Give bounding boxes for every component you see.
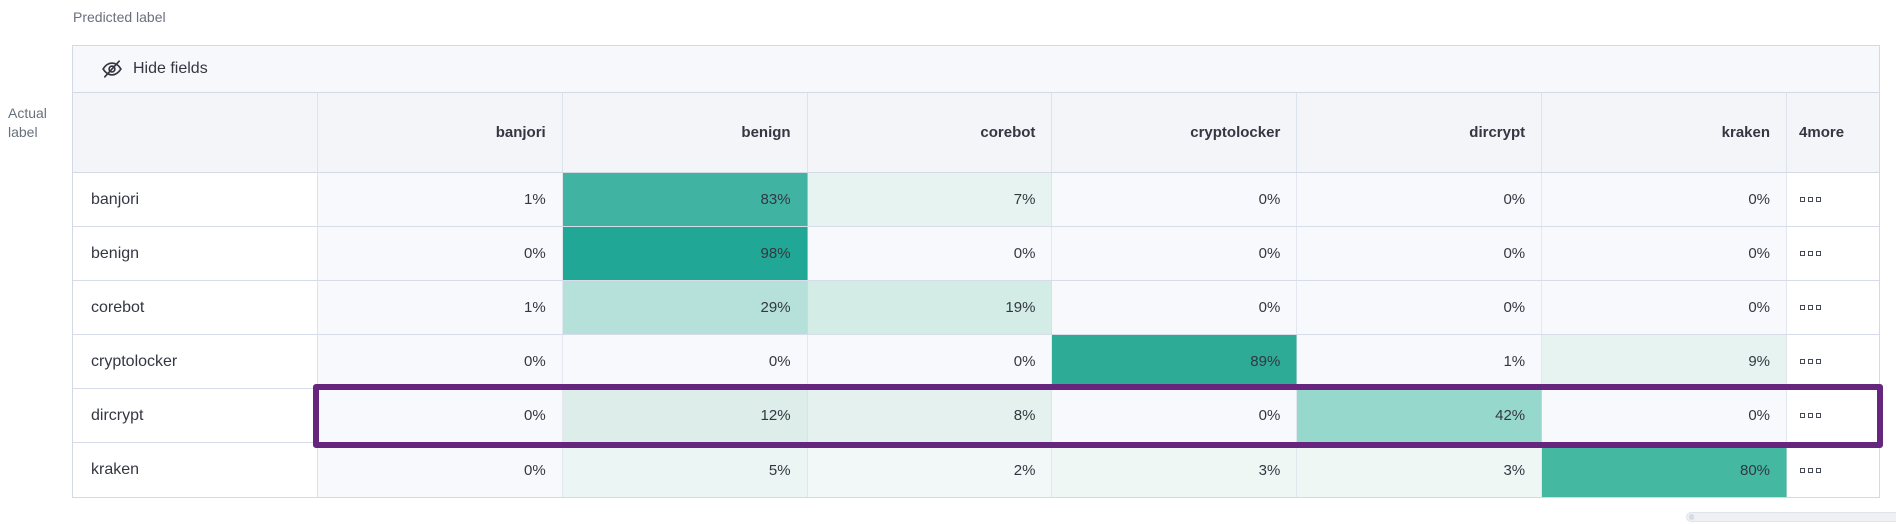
cell-banjori-cryptolocker[interactable]: 0%	[1052, 173, 1298, 226]
table-row-cryptolocker: cryptolocker 0% 0% 0% 89% 1% 9%	[73, 335, 1879, 389]
hide-fields-button[interactable]: Hide fields	[101, 58, 208, 80]
column-header-banjori[interactable]: banjori	[318, 93, 563, 172]
column-header-corebot[interactable]: corebot	[808, 93, 1053, 172]
row-overflow-dircrypt[interactable]	[1787, 389, 1879, 442]
cell-dircrypt-benign[interactable]: 12%	[562, 389, 808, 442]
column-header-benign[interactable]: benign	[563, 93, 808, 172]
cell-cryptolocker-kraken[interactable]: 9%	[1542, 335, 1788, 388]
cell-banjori-dircrypt[interactable]: 0%	[1297, 173, 1543, 226]
cell-banjori-kraken[interactable]: 0%	[1542, 173, 1788, 226]
cell-benign-cryptolocker[interactable]: 0%	[1052, 227, 1298, 280]
cell-benign-benign[interactable]: 98%	[562, 227, 808, 280]
cell-banjori-benign[interactable]: 83%	[562, 173, 808, 226]
row-overflow-banjori[interactable]	[1787, 173, 1879, 226]
horizontal-scrollbar[interactable]	[1686, 512, 1896, 522]
cell-cryptolocker-banjori[interactable]: 0%	[317, 335, 563, 388]
confusion-matrix-table: Hide fields banjori benign corebot cryptolo…	[72, 45, 1883, 498]
cell-cryptolocker-corebot[interactable]: 0%	[807, 335, 1053, 388]
cell-dircrypt-kraken[interactable]: 0%	[1542, 389, 1788, 442]
table-row-dircrypt: dircrypt 0% 12% 8% 0% 42% 0%	[73, 389, 1879, 443]
cell-benign-kraken[interactable]: 0%	[1542, 227, 1788, 280]
grid-toolbar: Hide fields	[73, 46, 1879, 93]
ellipsis-boxes-icon	[1800, 305, 1822, 310]
cell-cryptolocker-benign[interactable]: 0%	[562, 335, 808, 388]
column-header-row: banjori benign corebot cryptolocker dircrypt…	[73, 93, 1879, 173]
row-overflow-benign[interactable]	[1787, 227, 1879, 280]
cell-dircrypt-dircrypt[interactable]: 42%	[1297, 389, 1543, 442]
corner-header-cell	[73, 93, 318, 172]
cell-dircrypt-banjori[interactable]: 0%	[317, 389, 563, 442]
row-overflow-kraken[interactable]	[1787, 443, 1879, 497]
cell-kraken-cryptolocker[interactable]: 3%	[1052, 443, 1298, 497]
cell-dircrypt-corebot[interactable]: 8%	[807, 389, 1053, 442]
cell-banjori-banjori[interactable]: 1%	[317, 173, 563, 226]
column-header-kraken[interactable]: kraken	[1542, 93, 1788, 172]
cell-banjori-corebot[interactable]: 7%	[807, 173, 1053, 226]
cell-kraken-banjori[interactable]: 0%	[317, 443, 563, 497]
cell-corebot-benign[interactable]: 29%	[562, 281, 808, 334]
cell-corebot-banjori[interactable]: 1%	[317, 281, 563, 334]
ellipsis-boxes-icon	[1800, 251, 1822, 256]
ellipsis-boxes-icon	[1800, 197, 1822, 202]
ellipsis-boxes-icon	[1800, 413, 1822, 418]
cell-benign-dircrypt[interactable]: 0%	[1297, 227, 1543, 280]
table-row-benign: benign 0% 98% 0% 0% 0% 0%	[73, 227, 1879, 281]
row-label-kraken: kraken	[73, 443, 318, 497]
cell-corebot-kraken[interactable]: 0%	[1542, 281, 1788, 334]
row-label-benign: benign	[73, 227, 318, 280]
row-label-dircrypt: dircrypt	[73, 389, 318, 442]
eye-closed-icon	[101, 58, 123, 80]
ellipsis-boxes-icon	[1800, 467, 1822, 473]
cell-corebot-dircrypt[interactable]: 0%	[1297, 281, 1543, 334]
hide-fields-label: Hide fields	[133, 60, 208, 77]
cell-benign-corebot[interactable]: 0%	[807, 227, 1053, 280]
row-overflow-corebot[interactable]	[1787, 281, 1879, 334]
hidden-columns-header[interactable]: 4 more	[1799, 124, 1845, 141]
row-label-corebot: corebot	[73, 281, 318, 334]
row-overflow-cryptolocker[interactable]	[1787, 335, 1879, 388]
cell-kraken-dircrypt[interactable]: 3%	[1297, 443, 1543, 497]
column-header-dircrypt[interactable]: dircrypt	[1297, 93, 1543, 172]
table-row-kraken: kraken 0% 5% 2% 3% 3% 80%	[73, 443, 1879, 497]
ellipsis-boxes-icon	[1800, 359, 1822, 364]
actual-label: Actual label	[8, 105, 47, 140]
cell-kraken-benign[interactable]: 5%	[562, 443, 808, 497]
table-row-banjori: banjori 1% 83% 7% 0% 0% 0%	[73, 173, 1879, 227]
cell-kraken-corebot[interactable]: 2%	[807, 443, 1053, 497]
cell-kraken-kraken[interactable]: 80%	[1542, 443, 1788, 497]
row-label-cryptolocker: cryptolocker	[73, 335, 318, 388]
cell-corebot-corebot[interactable]: 19%	[807, 281, 1053, 334]
predicted-label: Predicted label	[73, 9, 166, 25]
column-header-cryptolocker[interactable]: cryptolocker	[1052, 93, 1298, 172]
row-label-banjori: banjori	[73, 173, 318, 226]
cell-benign-banjori[interactable]: 0%	[317, 227, 563, 280]
cell-dircrypt-cryptolocker[interactable]: 0%	[1052, 389, 1298, 442]
grid-body: banjori 1% 83% 7% 0% 0% 0% benign 0% 98% 0% 0% 0% 0% c…	[73, 173, 1879, 497]
cell-corebot-cryptolocker[interactable]: 0%	[1052, 281, 1298, 334]
cell-cryptolocker-cryptolocker[interactable]: 89%	[1052, 335, 1298, 388]
cell-cryptolocker-dircrypt[interactable]: 1%	[1297, 335, 1543, 388]
table-row-corebot: corebot 1% 29% 19% 0% 0% 0%	[73, 281, 1879, 335]
